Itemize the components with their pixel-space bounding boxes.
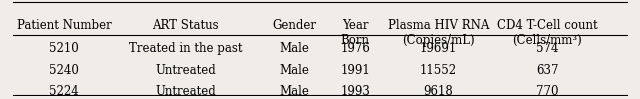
Text: 1976: 1976 (340, 42, 370, 55)
Text: Treated in the past: Treated in the past (129, 42, 243, 55)
Text: Male: Male (280, 42, 309, 55)
Text: 11552: 11552 (420, 64, 457, 77)
Text: 770: 770 (536, 85, 559, 98)
Text: 5224: 5224 (49, 85, 79, 98)
Text: CD4 T-Cell count
(Cells/mm³): CD4 T-Cell count (Cells/mm³) (497, 19, 598, 47)
Text: 5240: 5240 (49, 64, 79, 77)
Text: Male: Male (280, 85, 309, 98)
Text: 19691: 19691 (420, 42, 457, 55)
Text: ART Status: ART Status (152, 19, 219, 32)
Text: 574: 574 (536, 42, 559, 55)
Text: Untreated: Untreated (156, 85, 216, 98)
Text: Patient Number: Patient Number (17, 19, 111, 32)
Text: 1991: 1991 (340, 64, 370, 77)
Text: Untreated: Untreated (156, 64, 216, 77)
Text: Plasma HIV RNA
(Copies/mL): Plasma HIV RNA (Copies/mL) (388, 19, 489, 47)
Text: Year
Born: Year Born (340, 19, 370, 47)
Text: Male: Male (280, 64, 309, 77)
Text: 5210: 5210 (49, 42, 79, 55)
Text: Gender: Gender (273, 19, 316, 32)
Text: 637: 637 (536, 64, 559, 77)
Text: 1993: 1993 (340, 85, 370, 98)
Text: 9618: 9618 (424, 85, 453, 98)
